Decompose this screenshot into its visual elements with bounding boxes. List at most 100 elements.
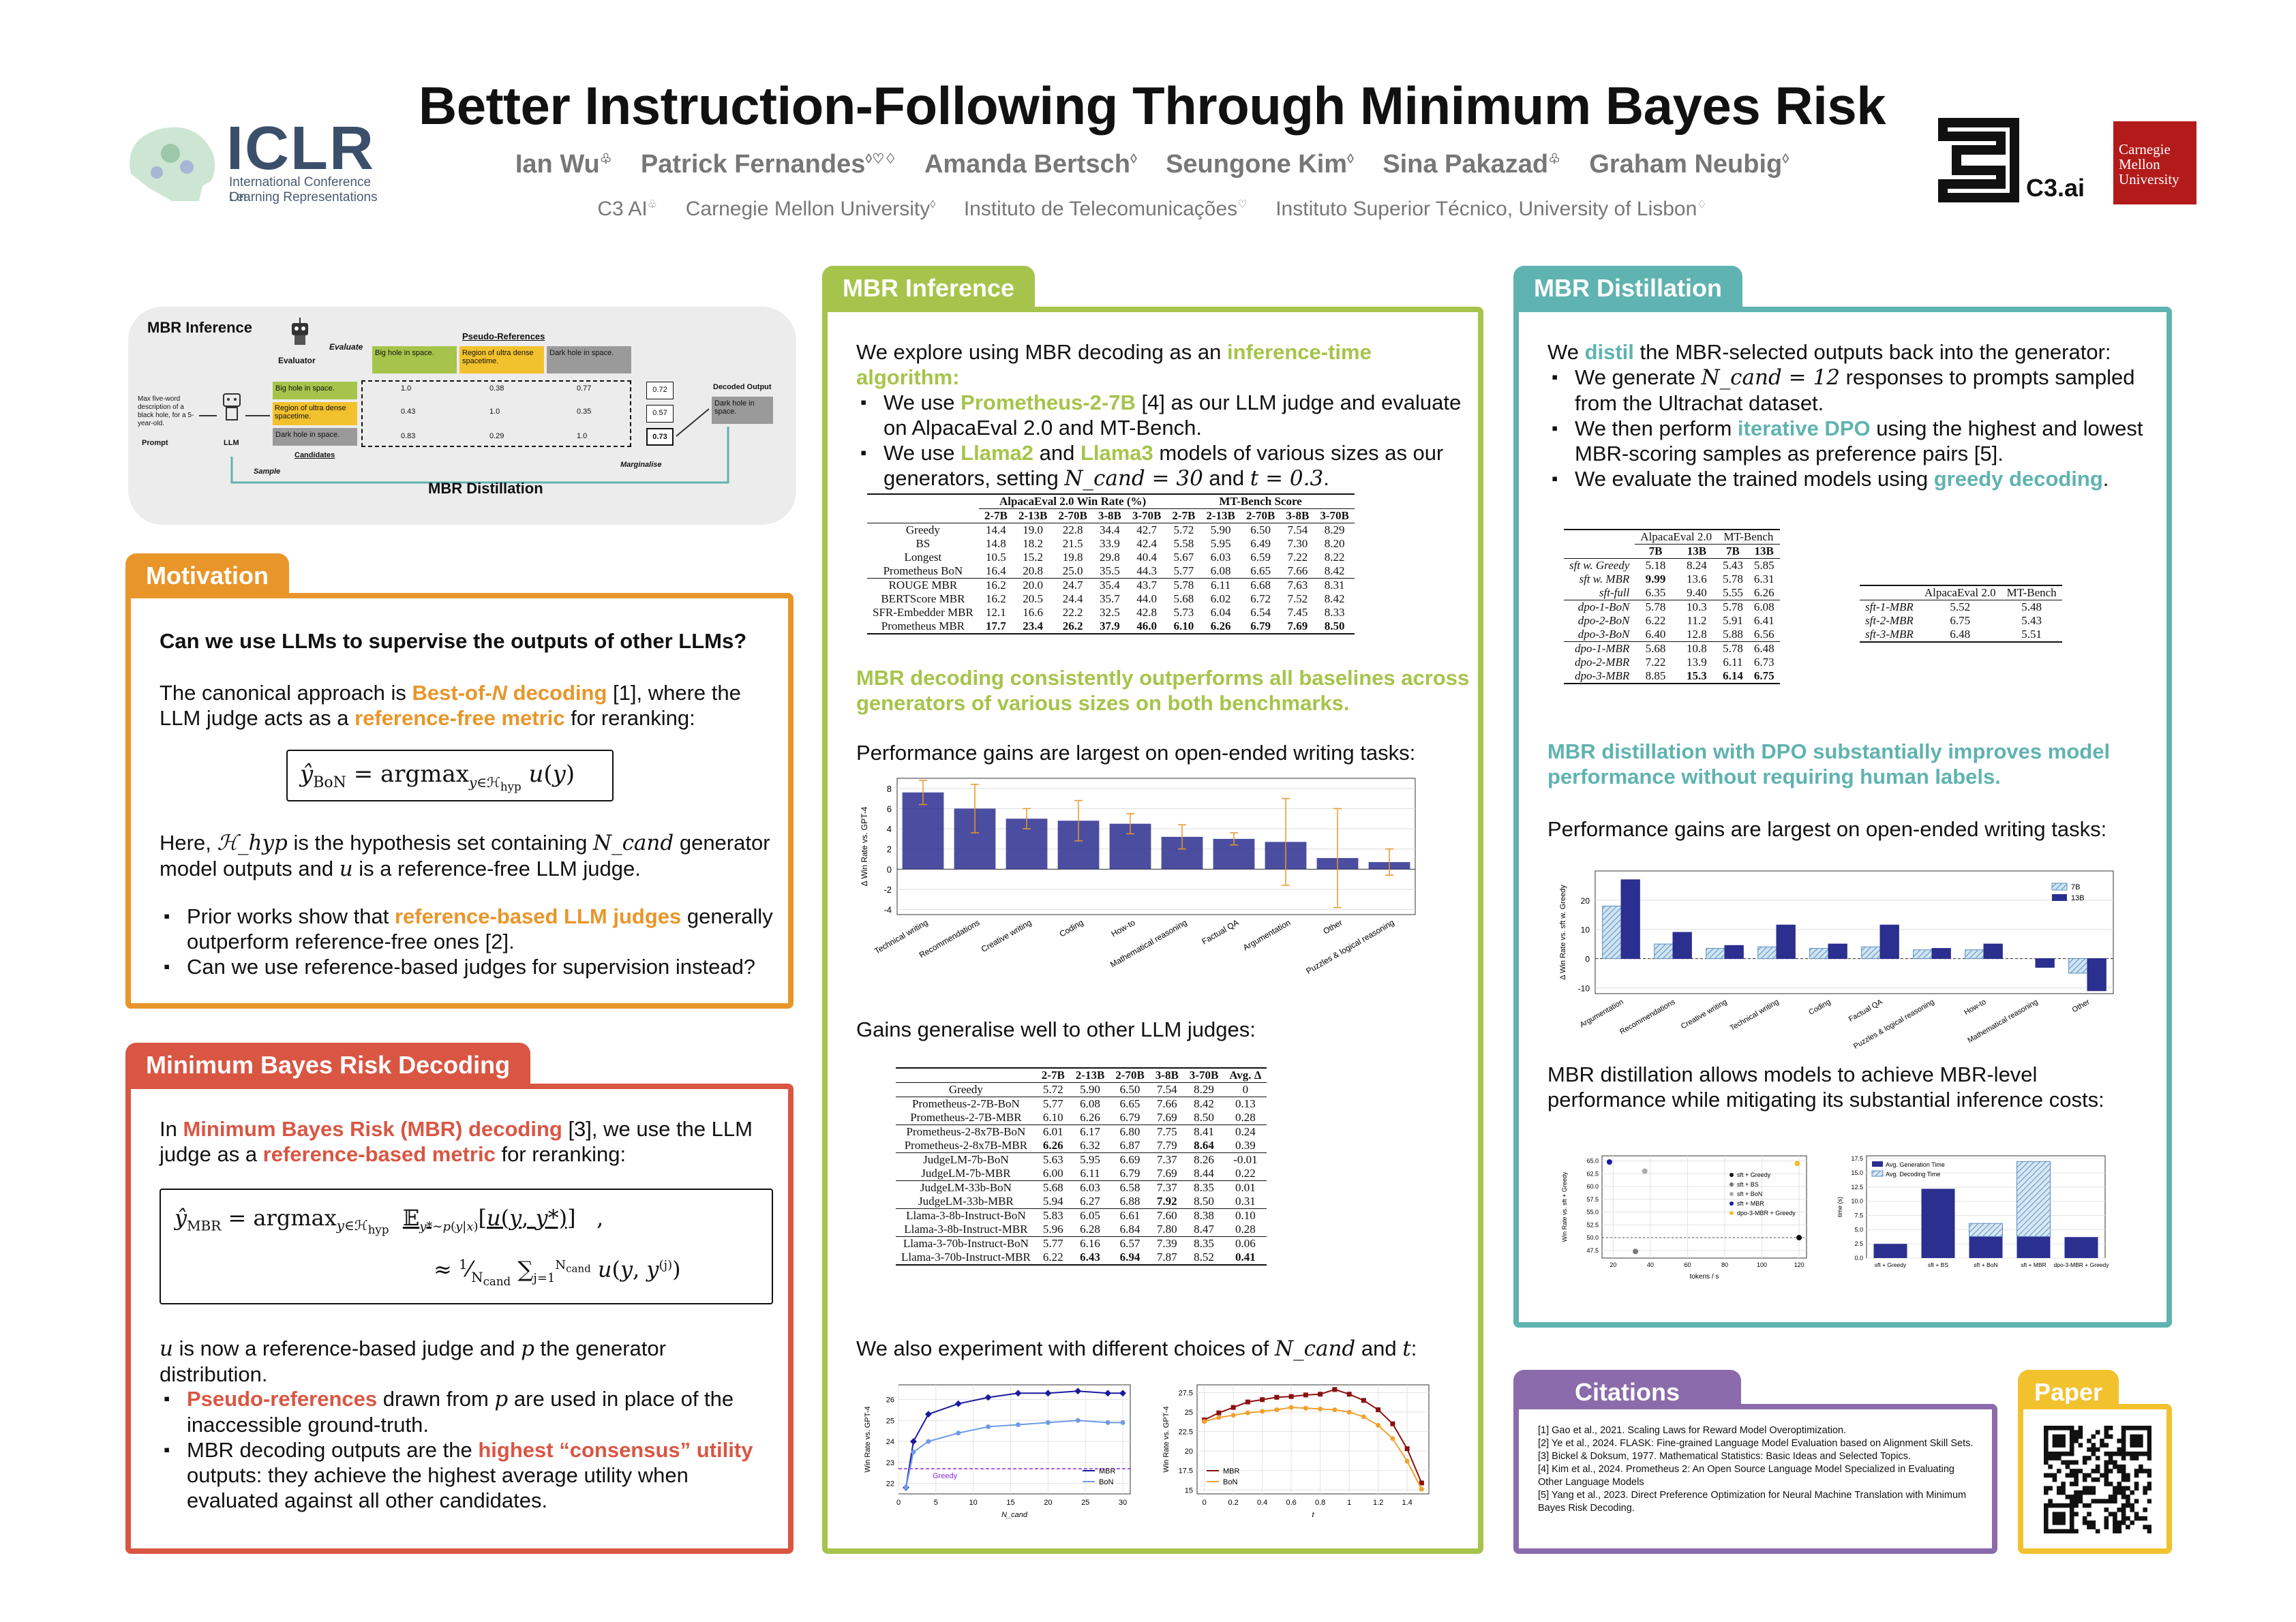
qr-module [2121,1503,2126,1508]
table-cell: 8.85 [1645,669,1666,682]
qr-module [2048,1486,2053,1491]
qr-module [2104,1499,2109,1504]
data-point [1794,1161,1800,1167]
qr-module [2100,1473,2104,1478]
y-tick-label: 0 [887,864,892,874]
iclr-subtitle-2: Learning Representations [229,190,378,204]
table-cell: 16.4 [985,564,1006,577]
x-tick-label: 60 [1684,1261,1691,1268]
qr-module [2056,1451,2061,1456]
qr-module [2069,1499,2074,1504]
mbr-p1: In Minimum Bayes Risk (MBR) decoding [3]… [160,1117,753,1166]
x-tick-label: Argumentation [1579,998,1625,1029]
table-cell: 0 [1242,1083,1249,1096]
qr-module [2069,1426,2074,1430]
qr-module [2069,1469,2074,1473]
data-point [1361,1414,1366,1420]
table-cell: 6.22 [1042,1251,1063,1264]
data-point [1288,1405,1294,1410]
table-corner [896,1068,1036,1083]
table-cell: 6.11 [1211,579,1231,592]
qr-module [2134,1426,2139,1430]
qr-module [2069,1495,2074,1499]
table-column-header: 13B [1754,545,1774,557]
qr-module [2061,1520,2066,1525]
y-tick-label: 17.5 [1851,1155,1863,1162]
qr-module [2121,1516,2126,1521]
inference-judges-text: Gains generalise well to other LLM judge… [856,1017,1256,1041]
table-cell: 7.69 [1287,619,1308,632]
legend-marker [1729,1173,1734,1177]
inference-gains-text: Performance gains are largest on open-en… [856,741,1416,765]
x-tick-label: 30 [1119,1499,1127,1507]
y-tick-label: 0.0 [1854,1255,1863,1261]
table-cell: 5.68 [1173,592,1194,605]
table-cell: 5.63 [1042,1153,1063,1166]
decoded-output: Dark hole in space. [712,397,773,424]
y-tick-label: 4 [887,824,892,834]
decoded-output-label: Decoded Output [713,383,772,391]
qr-module [2126,1499,2130,1504]
diagram-title: MBR Inference [147,319,253,336]
affiliation-list: C3 AI♧ Carnegie Mellon University◊ Insti… [382,198,1922,221]
data-point [1318,1406,1323,1411]
qr-module [2056,1469,2061,1473]
qr-module [2056,1490,2061,1495]
data-point [1120,1420,1126,1425]
data-point [954,1400,962,1407]
qr-module [2065,1473,2070,1478]
y-tick-label: 25 [886,1417,894,1425]
qr-module [2082,1460,2087,1465]
qr-module [2052,1434,2057,1439]
table-cell: 6.17 [1080,1125,1100,1138]
qr-module [2074,1460,2079,1465]
qr-module [2069,1503,2074,1508]
qr-module [2108,1482,2113,1486]
table-cell: 8.29 [1324,523,1345,536]
table-cell: 5.85 [1753,559,1774,572]
x-tick-label: Other [2071,998,2091,1014]
qr-module [2121,1434,2126,1439]
author-4: Seungone Kim◊ [1166,150,1354,179]
table-column-header: Avg. Δ [1229,1069,1262,1082]
table-cell: 8.50 [1194,1111,1214,1124]
qr-module [2091,1525,2096,1529]
citation-4: [4] Kim et al., 2024. Prometheus 2: An O… [1538,1464,1954,1488]
qr-module [2065,1503,2070,1508]
qr-module [2052,1473,2057,1478]
table-cell: 8.52 [1194,1251,1214,1264]
table-cell: 8.33 [1324,606,1345,619]
qr-module [2048,1451,2053,1456]
series-line [1204,1407,1423,1490]
author-2: Patrick Fernandes◊♡♢ [640,150,897,179]
qr-module [2139,1443,2143,1448]
x-tick-label: 0 [896,1499,901,1507]
distill-bullet-2: We then perform iterative DPO using the … [1547,416,2154,466]
table-cell: 5.78 [1723,642,1743,655]
time-bar-chart: 0.0 2.5 5.0 7.5 10.0 12.5 15.0 17.5 time (s) sft … [1837,1155,2109,1268]
bar [1724,945,1744,960]
table-cell: 8.41 [1194,1125,1214,1138]
table-cell: 6.11 [1723,656,1743,669]
motivation-tab: Motivation [125,553,289,598]
qr-module [2095,1456,2100,1460]
qr-module [2117,1508,2122,1512]
y-axis-label: Win Rate vs. sft + Greedy [1561,1172,1568,1242]
qr-module [2143,1490,2147,1495]
paper-qr-icon[interactable] [2044,1426,2151,1533]
qr-module [2056,1529,2061,1533]
motivation-bullet-1: Prior works show that reference-based LL… [160,904,773,954]
table-row-label: sft w. Greedy [1569,559,1630,572]
citation-5: [5] Yang et al., 2023. Direct Preference… [1538,1490,1967,1514]
table-group-header: AlpacaEval 2.0 Win Rate (%) [978,494,1167,509]
qr-module [2104,1482,2109,1486]
table-cell: 7.37 [1156,1181,1177,1194]
data-point [1390,1436,1395,1441]
qr-module [2121,1447,2126,1452]
qr-module [2052,1516,2057,1521]
distill-highlight: MBR distillation with DPO substantially … [1547,739,2111,789]
legend-label: BoN [1099,1478,1113,1486]
table-row-label: dpo-2-MBR [1575,656,1630,669]
qr-module [2147,1443,2151,1448]
mbr-diagram: MBR Inference Evaluator Evaluate Pseudo-… [128,307,796,525]
